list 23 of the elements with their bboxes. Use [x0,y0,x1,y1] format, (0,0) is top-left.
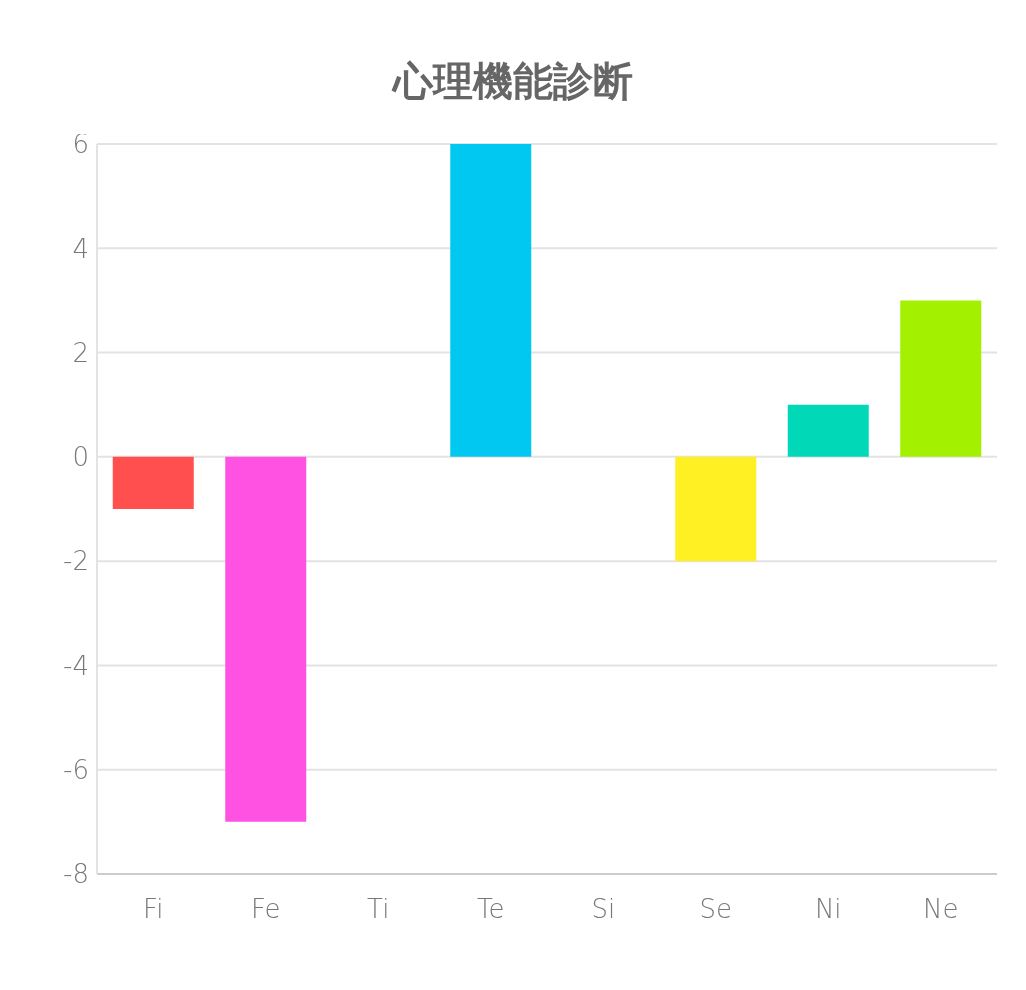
x-tick-label: Si [591,894,616,925]
y-tick-label: -8 [63,859,89,890]
x-tick-label: Fi [143,894,164,925]
y-tick-label: 4 [72,233,89,264]
bar [450,144,532,457]
x-tick-label: Te [477,894,505,925]
y-tick-label: 6 [72,129,89,160]
x-tick-label: Se [699,894,732,925]
x-tick-label: Ne [923,894,959,925]
x-tick-label: Ni [814,894,842,925]
bar [112,456,194,509]
bar [900,300,982,457]
x-tick-label: Fe [250,894,281,925]
y-tick-label: 0 [72,442,89,473]
y-tick-label: -2 [63,546,89,577]
bar [787,404,869,457]
x-tick-label: Ti [367,894,390,925]
bar [225,456,307,822]
bar [675,456,757,562]
y-tick-label: -6 [63,754,89,785]
y-tick-label: -4 [63,650,89,681]
chart-title: 心理機能診断 [393,56,633,106]
y-tick-label: 2 [72,337,89,368]
